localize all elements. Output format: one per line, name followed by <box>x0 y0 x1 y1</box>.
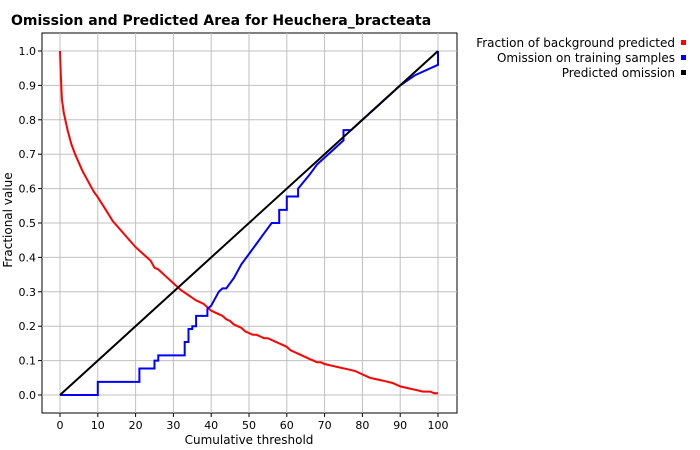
y-tick-label: 0.5 <box>19 217 37 230</box>
x-tick-label: 100 <box>428 419 449 432</box>
legend-label: Predicted omission <box>562 66 675 80</box>
chart-title: Omission and Predicted Area for Heuchera… <box>11 13 431 29</box>
x-tick-label: 80 <box>355 419 369 432</box>
legend: Fraction of background predictedOmission… <box>476 36 686 80</box>
x-tick-label: 40 <box>204 419 218 432</box>
y-tick-label: 0.4 <box>19 251 37 264</box>
x-tick-label: 0 <box>57 419 64 432</box>
series-lines <box>59 50 439 396</box>
y-tick-label: 0.8 <box>19 114 37 127</box>
grid-lines <box>42 33 457 413</box>
x-tick-label: 10 <box>91 419 105 432</box>
x-tick-label: 30 <box>166 419 180 432</box>
y-tick-label: 0.1 <box>19 355 37 368</box>
series-line-2 <box>60 51 439 396</box>
y-tick-label: 0.9 <box>19 79 37 92</box>
y-tick-label: 0.3 <box>19 286 37 299</box>
x-tick-label: 60 <box>280 419 294 432</box>
series-line-1 <box>59 50 438 395</box>
legend-swatch <box>681 70 686 75</box>
legend-swatch <box>681 40 686 45</box>
x-tick-label: 70 <box>318 419 332 432</box>
legend-label: Omission on training samples <box>497 51 675 65</box>
legend-label: Fraction of background predicted <box>476 36 675 50</box>
y-axis-label: Fractional value <box>1 172 15 267</box>
y-tick-label: 0.2 <box>19 320 37 333</box>
y-tick-label: 0.0 <box>19 389 37 402</box>
x-tick-label: 50 <box>242 419 256 432</box>
axis-ticks: 0 10 20 30 40 50 60 70 80 90 100 0.0 0.1 0.2 0.3 0.4 0.5… <box>19 45 449 432</box>
legend-swatch <box>681 55 686 60</box>
y-tick-label: 0.7 <box>19 148 37 161</box>
x-tick-label: 20 <box>129 419 143 432</box>
x-tick-label: 90 <box>393 419 407 432</box>
y-tick-label: 0.6 <box>19 183 37 196</box>
y-tick-label: 1.0 <box>19 45 37 58</box>
series-line-3 <box>59 50 439 396</box>
x-axis-label: Cumulative threshold <box>185 433 314 447</box>
